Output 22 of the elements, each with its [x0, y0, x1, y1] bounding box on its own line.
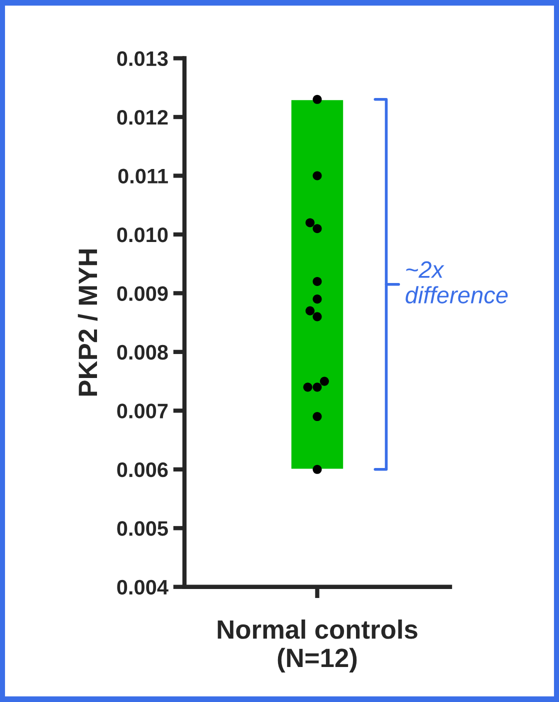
y-tick-label: 0.005	[117, 521, 168, 536]
point	[312, 412, 322, 422]
point	[312, 94, 322, 104]
point	[312, 276, 322, 286]
point	[312, 382, 322, 392]
y-tick-label: 0.007	[117, 404, 168, 418]
y-tick-label: 0.004	[117, 580, 168, 595]
point	[312, 464, 322, 474]
point	[312, 294, 322, 304]
annotation: ~2x difference	[406, 261, 508, 304]
y-tick-label: 0.006	[117, 462, 168, 478]
y-tick-label: 0.011	[118, 168, 168, 184]
x-axis-title: Normal controls (N=12)	[218, 620, 418, 673]
point	[312, 171, 322, 180]
point	[312, 312, 322, 322]
y-axis-title: PKP2 / MYH	[78, 250, 98, 396]
y-tick-label: 0.009	[117, 286, 168, 301]
y-tick-label: 0.012	[117, 110, 168, 125]
y-tick-label: 0.008	[117, 344, 168, 360]
y-tick-label: 0.013	[117, 51, 168, 66]
point	[312, 224, 322, 234]
y-tick-label: 0.010	[117, 227, 168, 242]
